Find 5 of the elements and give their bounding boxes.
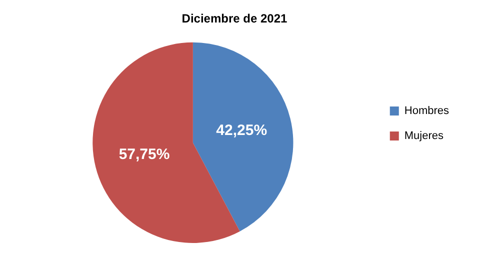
legend-label: Mujeres (404, 130, 444, 142)
chart-title: Diciembre de 2021 (182, 12, 288, 26)
legend-label: Hombres (404, 105, 450, 118)
data-label: 42,25% (216, 122, 268, 139)
data-label: 57,75% (118, 146, 170, 163)
